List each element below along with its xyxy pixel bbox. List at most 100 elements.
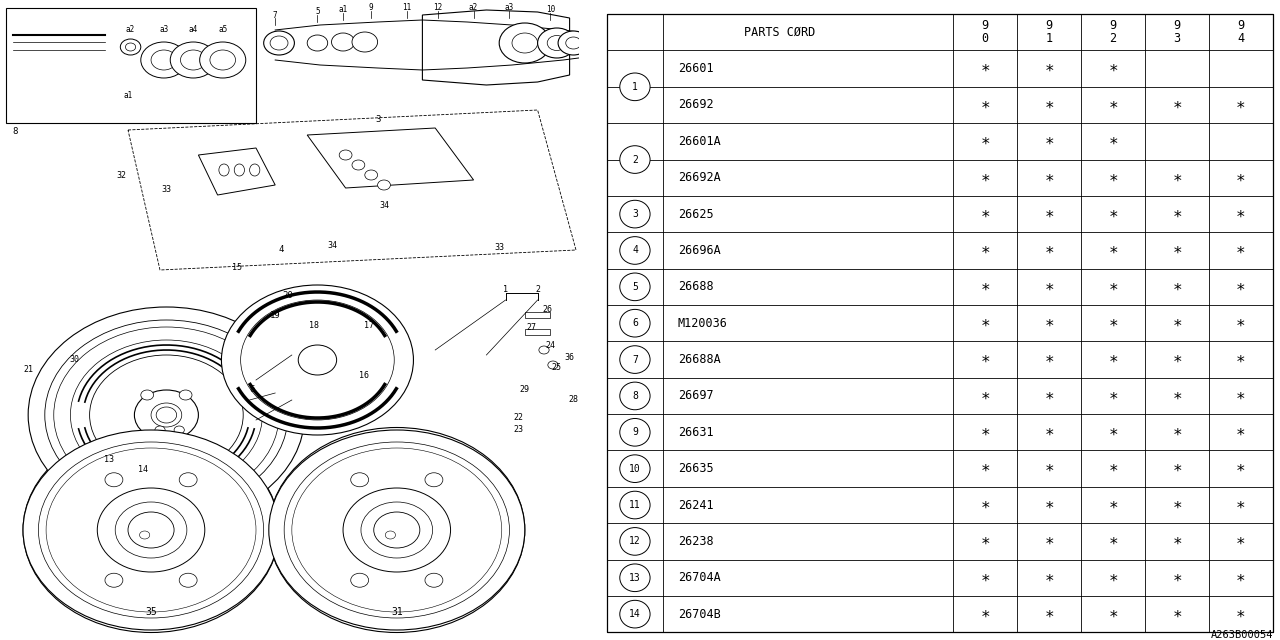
Text: a3: a3 [159, 26, 169, 35]
Circle shape [620, 492, 650, 519]
Text: 11: 11 [628, 500, 641, 510]
Text: 6: 6 [250, 385, 255, 394]
Text: 12: 12 [628, 536, 641, 547]
Text: ∗: ∗ [980, 607, 989, 621]
Text: ∗: ∗ [1044, 570, 1053, 585]
Ellipse shape [250, 164, 260, 176]
Text: 36: 36 [564, 353, 575, 362]
Text: 10: 10 [628, 463, 641, 474]
Circle shape [141, 390, 154, 400]
Circle shape [620, 309, 650, 337]
Circle shape [620, 527, 650, 556]
Circle shape [385, 531, 396, 539]
Text: ∗: ∗ [1236, 170, 1245, 185]
Circle shape [141, 42, 187, 78]
Text: M120036: M120036 [677, 317, 727, 330]
Circle shape [105, 573, 123, 588]
Circle shape [425, 473, 443, 487]
Text: 9: 9 [632, 428, 637, 437]
Text: 26601: 26601 [677, 62, 713, 75]
Text: ∗: ∗ [980, 207, 989, 221]
Text: 7: 7 [273, 10, 278, 19]
Text: ∗: ∗ [1172, 352, 1181, 367]
Text: ∗: ∗ [1108, 170, 1117, 185]
Text: 26635: 26635 [677, 462, 713, 475]
Text: ∗: ∗ [1172, 170, 1181, 185]
Text: 13: 13 [104, 456, 114, 465]
Circle shape [292, 448, 502, 612]
Circle shape [23, 430, 279, 630]
Text: ∗: ∗ [1236, 388, 1245, 403]
Bar [6, 8, 256, 123]
Circle shape [378, 180, 390, 190]
Circle shape [180, 50, 206, 70]
Text: ∗: ∗ [980, 134, 989, 149]
Text: 30: 30 [69, 355, 79, 365]
Text: 20: 20 [283, 291, 293, 300]
Circle shape [270, 36, 288, 50]
Circle shape [620, 455, 650, 483]
Text: ∗: ∗ [1172, 570, 1181, 585]
Text: ∗: ∗ [980, 61, 989, 76]
Text: ∗: ∗ [1044, 316, 1053, 331]
Ellipse shape [125, 80, 133, 90]
Text: ∗: ∗ [1172, 534, 1181, 549]
Circle shape [151, 50, 177, 70]
Text: ∗: ∗ [980, 279, 989, 294]
Circle shape [620, 200, 650, 228]
Circle shape [365, 170, 378, 180]
Circle shape [221, 285, 413, 435]
Text: ∗: ∗ [1172, 388, 1181, 403]
Text: 33: 33 [161, 186, 172, 195]
Text: ∗: ∗ [1108, 97, 1117, 113]
Circle shape [539, 346, 549, 354]
Text: 13: 13 [628, 573, 641, 583]
Circle shape [179, 473, 197, 487]
Text: 23: 23 [513, 426, 524, 435]
Text: ∗: ∗ [1044, 534, 1053, 549]
Text: ∗: ∗ [1108, 61, 1117, 76]
Text: 11: 11 [402, 3, 412, 13]
Text: 26: 26 [543, 305, 553, 314]
Text: ∗: ∗ [1044, 207, 1053, 221]
Circle shape [620, 564, 650, 591]
Text: ∗: ∗ [1172, 316, 1181, 331]
Text: ∗: ∗ [1108, 243, 1117, 258]
Text: 26688A: 26688A [677, 353, 721, 366]
Text: ∗: ∗ [1236, 316, 1245, 331]
Text: a1: a1 [338, 6, 348, 15]
Text: ∗: ∗ [1108, 497, 1117, 513]
Text: a2: a2 [125, 26, 136, 35]
Ellipse shape [219, 164, 229, 176]
Text: ∗: ∗ [1172, 207, 1181, 221]
Text: ∗: ∗ [980, 534, 989, 549]
Ellipse shape [234, 164, 244, 176]
Text: ∗: ∗ [1172, 461, 1181, 476]
Text: ∗: ∗ [1108, 570, 1117, 585]
Text: 25: 25 [552, 364, 562, 372]
Text: ∗: ∗ [1108, 461, 1117, 476]
Text: ∗: ∗ [1236, 352, 1245, 367]
Circle shape [332, 33, 355, 51]
Text: 2: 2 [535, 285, 540, 294]
Text: ∗: ∗ [1044, 425, 1053, 440]
Circle shape [179, 573, 197, 588]
Text: 15: 15 [232, 264, 242, 273]
Text: ∗: ∗ [1044, 607, 1053, 621]
Text: 31: 31 [390, 607, 403, 617]
Circle shape [45, 320, 288, 510]
Circle shape [269, 430, 525, 630]
Text: 32: 32 [116, 170, 127, 179]
Circle shape [361, 502, 433, 558]
Circle shape [97, 488, 205, 572]
Text: ∗: ∗ [1044, 243, 1053, 258]
Text: a2: a2 [468, 3, 479, 13]
Text: 8: 8 [13, 127, 18, 136]
Text: 3: 3 [632, 209, 637, 219]
Text: 3: 3 [375, 115, 380, 125]
Text: ∗: ∗ [1236, 461, 1245, 476]
Circle shape [200, 42, 246, 78]
Circle shape [620, 382, 650, 410]
Text: 26692A: 26692A [677, 172, 721, 184]
Text: ∗: ∗ [980, 497, 989, 513]
